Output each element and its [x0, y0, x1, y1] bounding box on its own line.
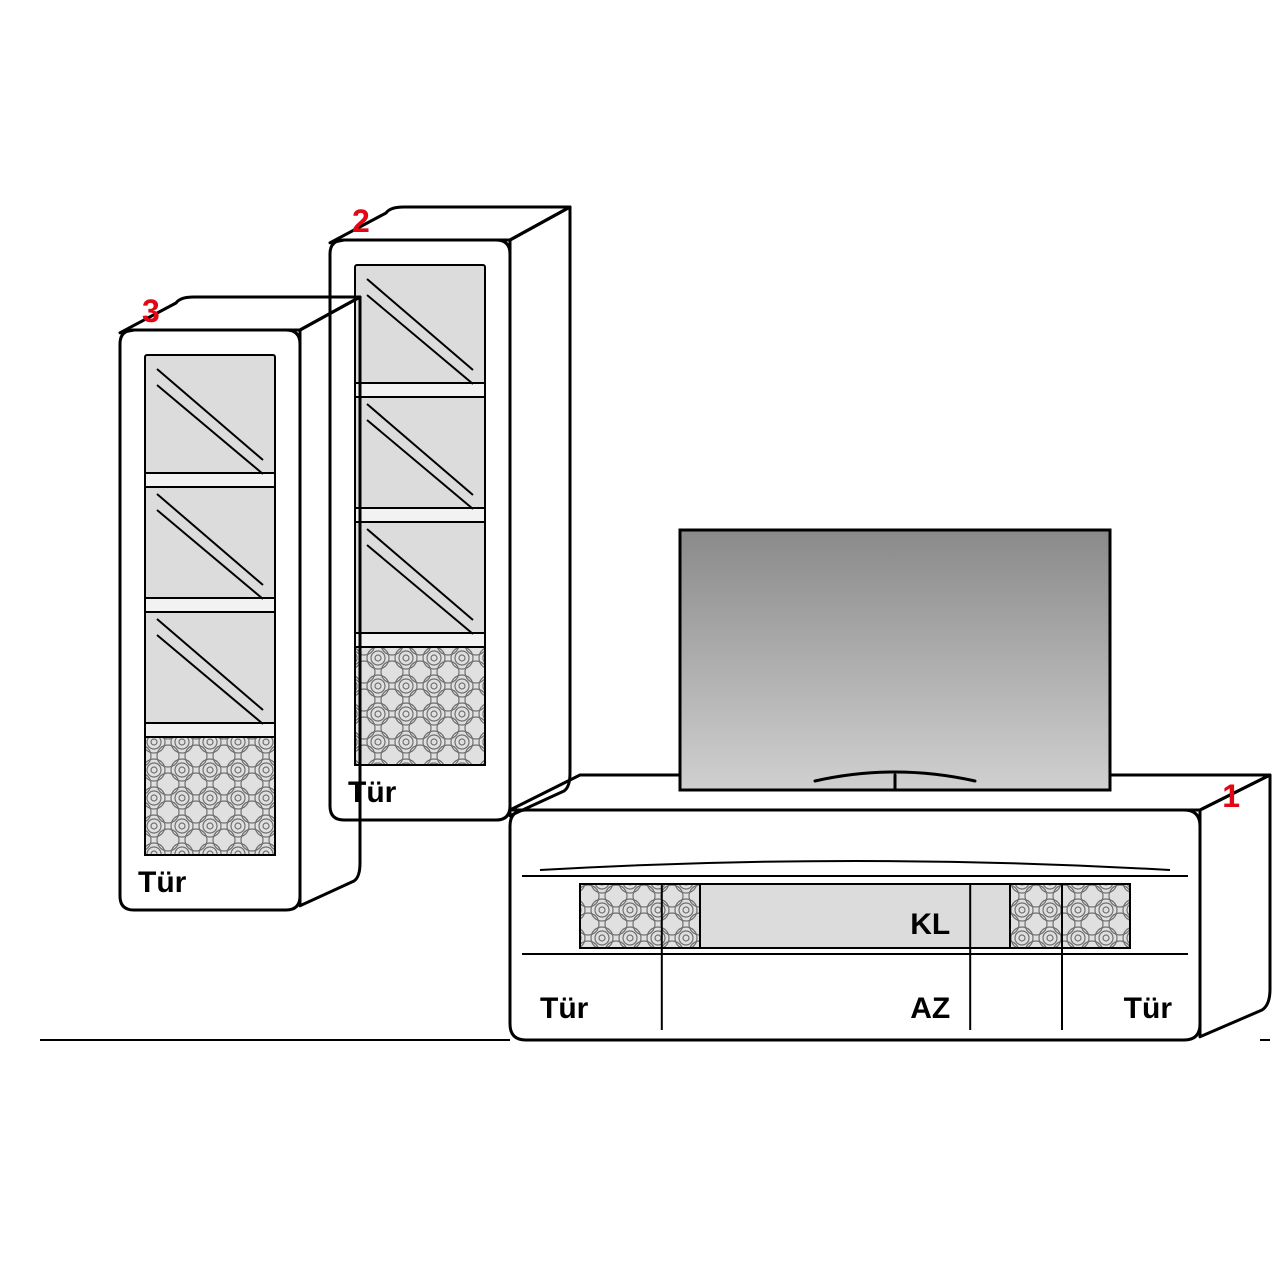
c2-number: 2: [352, 203, 370, 239]
lowboard-label-tuer-left: Tür: [540, 992, 589, 1025]
furniture-diagram: 2 Tür 3 Tür 1 Tür AZ KL Tür: [0, 0, 1280, 1280]
c3-number: 3: [142, 293, 160, 329]
c3: 3 Tür: [120, 293, 360, 910]
lowboard-label-tuer-right: Tür: [1124, 992, 1173, 1025]
c2: 2 Tür: [330, 203, 570, 820]
c3-door-label: Tür: [138, 866, 187, 899]
lowboard-label-az: AZ: [910, 992, 950, 1025]
lowboard-label-kl: KL: [910, 908, 950, 941]
tv: [680, 530, 1110, 790]
lowboard: 1 Tür AZ KL Tür: [510, 775, 1270, 1040]
c2-door-label: Tür: [348, 776, 397, 809]
lowboard-number: 1: [1222, 778, 1240, 814]
